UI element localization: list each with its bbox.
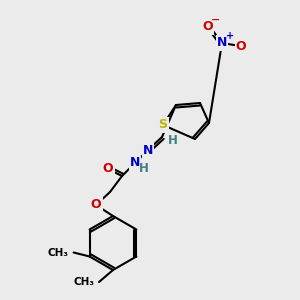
Text: O: O — [103, 163, 113, 176]
Text: −: − — [211, 15, 221, 25]
Text: +: + — [226, 31, 234, 41]
Text: H: H — [168, 134, 178, 148]
Text: N: N — [217, 37, 227, 50]
Text: N: N — [130, 157, 140, 169]
Text: O: O — [91, 199, 101, 212]
Text: CH₃: CH₃ — [73, 277, 94, 287]
Text: N: N — [143, 143, 153, 157]
Text: H: H — [139, 163, 149, 176]
Text: O: O — [236, 40, 246, 52]
Text: O: O — [203, 20, 213, 34]
Text: CH₃: CH₃ — [48, 248, 69, 257]
Text: S: S — [158, 118, 167, 131]
